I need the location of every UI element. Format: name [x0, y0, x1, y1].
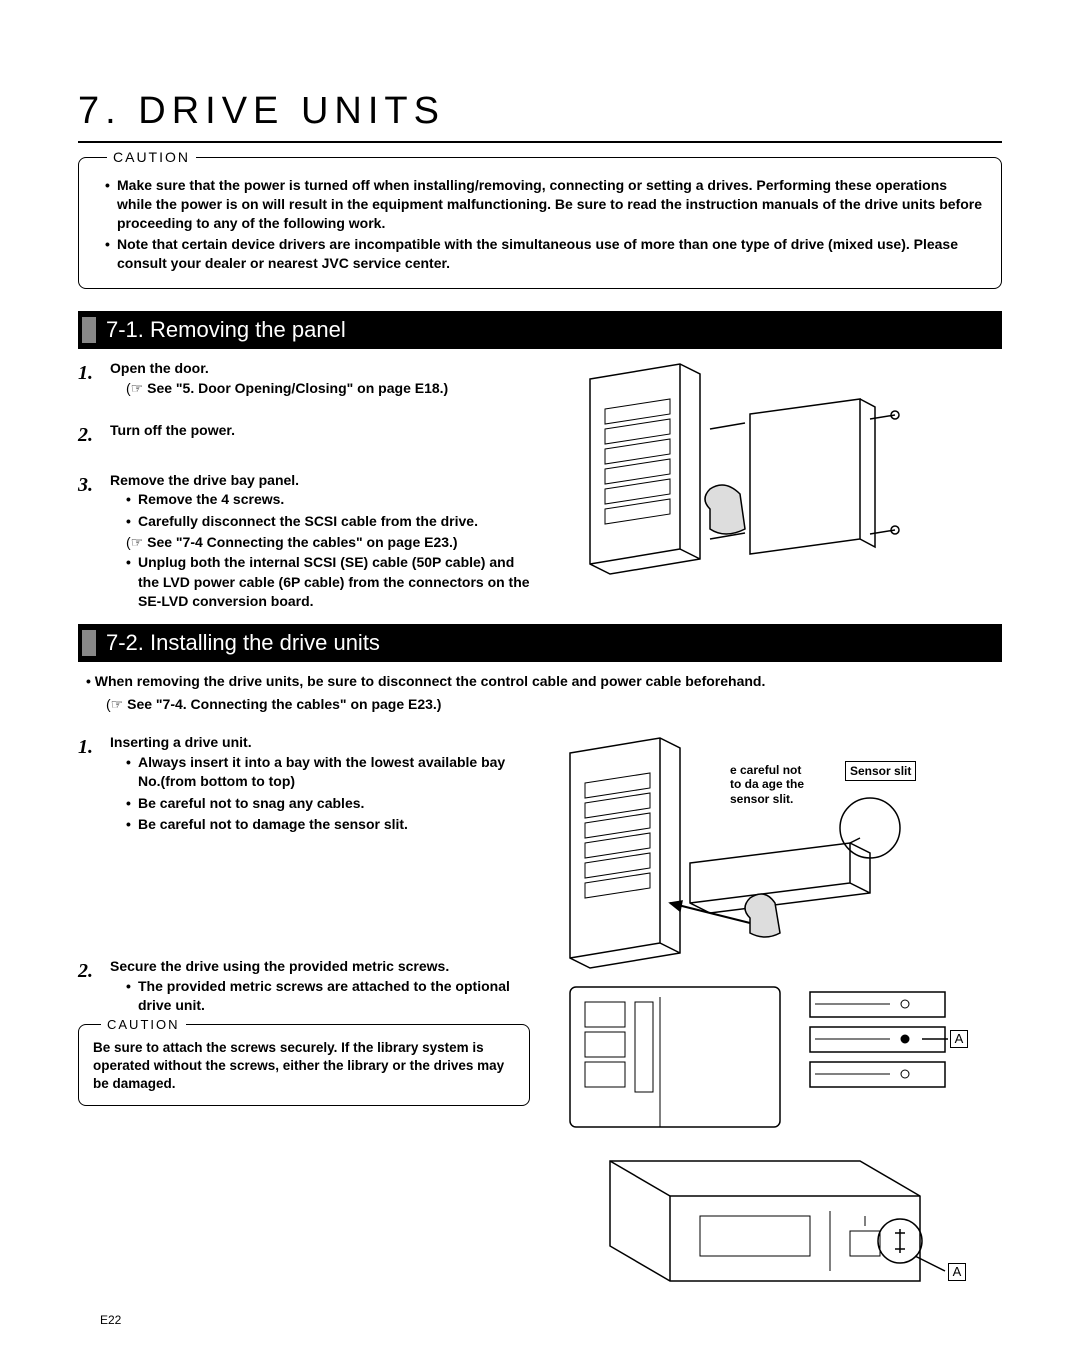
marker-a: A: [948, 1263, 966, 1281]
sensor-note-line: to da age the: [730, 777, 804, 791]
section-7-2-figures: e careful not to da age the sensor slit.…: [550, 733, 1002, 1311]
step-main: Inserting a drive unit.: [110, 733, 530, 753]
step-ref: (☞ See "5. Door Opening/Closing" on page…: [110, 379, 530, 399]
caution-item: Note that certain device drivers are inc…: [105, 235, 983, 273]
step-ref: (☞ See "7-4 Connecting the cables" on pa…: [110, 533, 530, 553]
section-7-2-body: 1. Inserting a drive unit. Always insert…: [78, 733, 1002, 1311]
step-3: 3. Remove the drive bay panel. Remove th…: [78, 471, 530, 614]
ref-text: See "7-4. Connecting the cables" on page…: [127, 696, 441, 712]
sensor-slit-label: Sensor slit: [845, 761, 916, 781]
step-number: 2.: [78, 421, 100, 449]
caution-text: Be sure to attach the screws securely. I…: [93, 1040, 504, 1091]
bullet: The provided metric screws are attached …: [126, 977, 530, 1016]
bullet: Always insert it into a bay with the low…: [126, 753, 530, 792]
step-bullets: The provided metric screws are attached …: [110, 977, 530, 1016]
step-1: 1. Open the door. (☞ See "5. Door Openin…: [78, 359, 530, 398]
step-1: 1. Inserting a drive unit. Always insert…: [78, 733, 530, 837]
section-7-1-steps: 1. Open the door. (☞ See "5. Door Openin…: [78, 359, 530, 623]
step-number: 2.: [78, 957, 100, 1018]
ref-text: See "5. Door Opening/Closing" on page E1…: [147, 380, 448, 396]
step-main: Turn off the power.: [110, 421, 530, 441]
sensor-note-line: sensor slit.: [730, 792, 793, 806]
step-number: 1.: [78, 359, 100, 398]
step-2: 2. Secure the drive using the provided m…: [78, 957, 530, 1018]
section-7-2-heading: 7-2. Installing the drive units: [78, 624, 1002, 662]
side-view-diagram: [550, 977, 970, 1137]
sensor-note: e careful not to da age the sensor slit.: [730, 763, 840, 806]
section-7-2-intro: • When removing the drive units, be sure…: [78, 672, 1002, 715]
intro-bullet: • When removing the drive units, be sure…: [78, 672, 1002, 692]
ref-mark: (☞: [126, 534, 143, 550]
figure-7-1: [550, 359, 1002, 623]
figure-side-view: A: [550, 977, 1002, 1137]
page-title: 7. DRIVE UNITS: [78, 90, 1002, 133]
bullet: Be careful not to damage the sensor slit…: [126, 815, 530, 835]
figure-drive-underside: A: [550, 1141, 1002, 1311]
section-chip: [82, 630, 96, 656]
section-7-1-body: 1. Open the door. (☞ See "5. Door Openin…: [78, 359, 1002, 623]
caution-list: Make sure that the power is turned off w…: [97, 176, 983, 272]
caution-item: Make sure that the power is turned off w…: [105, 176, 983, 233]
bullet: Unplug both the internal SCSI (SE) cable…: [126, 553, 530, 612]
bullet: Be careful not to snag any cables.: [126, 794, 530, 814]
top-caution-box: CAUTION Make sure that the power is turn…: [78, 157, 1002, 289]
section-7-2-caution: CAUTION Be sure to attach the screws sec…: [78, 1024, 530, 1107]
step-bullets: Unplug both the internal SCSI (SE) cable…: [110, 553, 530, 612]
marker-a: A: [950, 1030, 968, 1048]
section-7-1-heading: 7-1. Removing the panel: [78, 311, 1002, 349]
step-number: 3.: [78, 471, 100, 614]
step-bullets: Remove the 4 screws. Carefully disconnec…: [110, 490, 530, 531]
caution-label: CAUTION: [101, 1016, 186, 1034]
page-number: E22: [100, 1313, 121, 1327]
section-7-1-title: 7-1. Removing the panel: [106, 317, 346, 343]
step-main: Open the door.: [110, 359, 530, 379]
step-2: 2. Turn off the power.: [78, 421, 530, 449]
figure-insert-drive: e careful not to da age the sensor slit.…: [550, 733, 1002, 973]
drive-underside-diagram: [550, 1141, 970, 1311]
bullet: Carefully disconnect the SCSI cable from…: [126, 512, 530, 532]
section-chip: [82, 317, 96, 343]
step-main: Secure the drive using the provided metr…: [110, 957, 530, 977]
step-bullets: Always insert it into a bay with the low…: [110, 753, 530, 835]
panel-removal-diagram: [550, 359, 910, 579]
sensor-note-line: e careful not: [730, 763, 801, 777]
ref-text: See "7-4 Connecting the cables" on page …: [147, 534, 457, 550]
section-7-2-steps: 1. Inserting a drive unit. Always insert…: [78, 733, 530, 1311]
section-7-2-title: 7-2. Installing the drive units: [106, 630, 380, 656]
caution-label: CAUTION: [107, 148, 196, 167]
ref-mark: (☞: [126, 380, 143, 396]
step-main: Remove the drive bay panel.: [110, 471, 530, 491]
step-number: 1.: [78, 733, 100, 837]
ref-mark: (☞: [106, 696, 123, 712]
title-rule: [78, 141, 1002, 143]
bullet: Remove the 4 screws.: [126, 490, 530, 510]
